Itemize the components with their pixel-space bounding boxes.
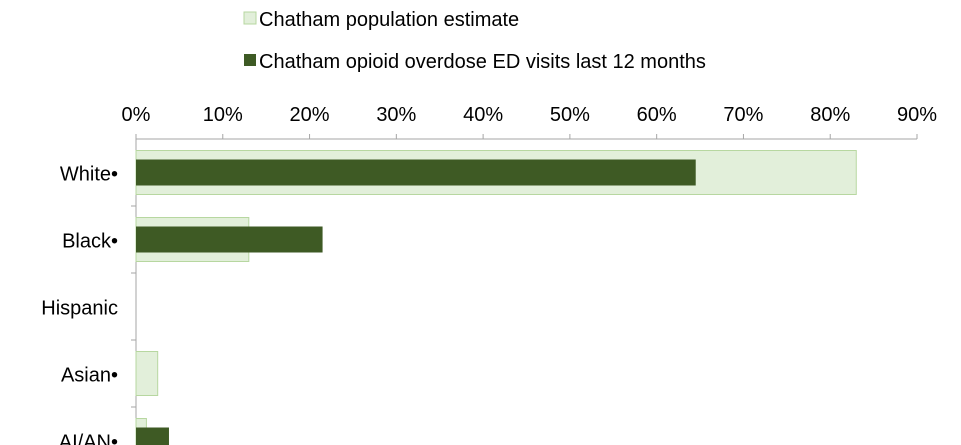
category-label: Asian• xyxy=(61,365,118,387)
legend: Chatham population estimate Chatham opioi… xyxy=(243,9,706,73)
legend-swatch xyxy=(244,54,256,66)
category-label: White• xyxy=(60,164,118,186)
bar-population-estimate xyxy=(135,351,159,396)
category-label: Hispanic xyxy=(41,298,118,320)
x-tick-label: 60% xyxy=(637,104,677,126)
category-label: AI/AN• xyxy=(59,432,118,445)
x-axis: 0% 10% 20% 30% 40% 50% 60% 70% 80% 90% xyxy=(122,104,937,445)
x-tick-label: 30% xyxy=(376,104,416,126)
legend-label: Chatham population estimate xyxy=(259,9,519,31)
legend-label: Chatham opioid overdose ED visits last 1… xyxy=(259,51,706,73)
category-labels: White• Black• Hispanic Asian• AI/AN• xyxy=(41,164,136,445)
bar-ed-visits xyxy=(136,427,169,445)
category-label: Black• xyxy=(62,231,118,253)
x-tick-label: 20% xyxy=(290,104,330,126)
x-tick-label: 90% xyxy=(897,104,937,126)
bar-ed-visits xyxy=(136,159,696,186)
bars xyxy=(135,150,857,445)
bar-ed-visits xyxy=(136,226,323,253)
x-tick-label: 70% xyxy=(723,104,763,126)
x-tick-label: 10% xyxy=(203,104,243,126)
x-tick-label: 0% xyxy=(122,104,151,126)
x-tick-label: 80% xyxy=(810,104,850,126)
legend-swatch xyxy=(243,11,257,25)
x-tick-label: 50% xyxy=(550,104,590,126)
x-tick-label: 40% xyxy=(463,104,503,126)
